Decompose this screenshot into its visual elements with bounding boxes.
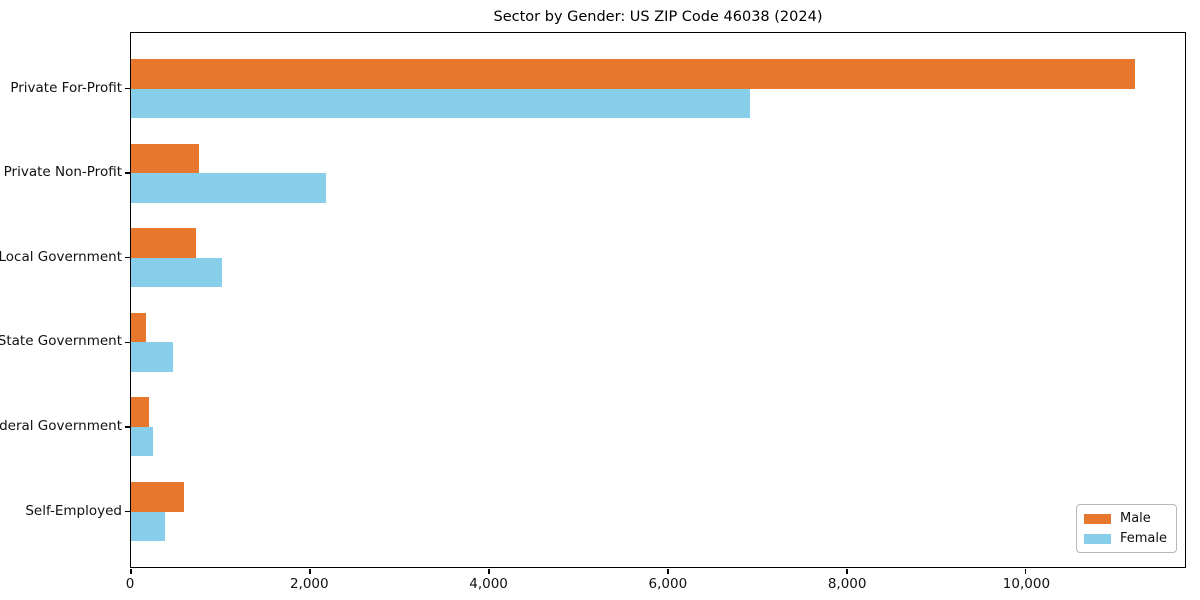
bar-male-state-government [131,312,147,343]
y-tick-private-for-profit [125,87,130,90]
y-axis-label-self-employed: Self-Employed [25,502,122,519]
x-tick-2000 [309,568,311,574]
legend-item-male: Male [1083,511,1167,526]
legend-label-female: Female [1119,531,1167,546]
x-tick-4000 [488,568,490,574]
y-tick-local-government [125,256,130,259]
y-axis-label-state-government: State Government [0,333,122,350]
x-tick-6000 [667,568,669,574]
bar-female-local-government [131,257,223,288]
bar-female-federal-government [131,426,154,457]
x-axis-label-6000: 6,000 [648,576,688,592]
bar-female-self-employed [131,511,165,541]
bar-female-state-government [131,342,174,372]
bar-male-local-government [131,228,197,258]
x-tick-0 [130,568,132,574]
y-tick-private-non-profit [125,172,130,174]
x-axis-label-10000: 10,000 [1002,576,1051,592]
chart-title: Sector by Gender: US ZIP Code 46038 (202… [493,9,823,25]
legend-label-male: Male [1119,511,1151,526]
y-tick-self-employed [125,510,130,513]
y-tick-federal-government [125,426,130,428]
plot-area: Male Female [125,32,1186,574]
x-tick-10000 [1024,568,1027,574]
x-axis-label-0: 0 [125,576,135,592]
legend: Male Female [1075,504,1177,553]
y-tick-state-government [125,341,130,344]
y-axis-label-federal-government: Federal Government [0,417,122,434]
y-axis-label-private-for-profit: Private For-Profit [10,79,122,96]
legend-swatch-female [1083,533,1111,544]
bar-male-private-non-profit [131,143,199,174]
bar-male-private-for-profit [131,59,1135,89]
bar-male-federal-government [131,397,149,427]
bar-female-private-for-profit [131,88,751,118]
x-tick-8000 [846,568,848,574]
x-axis-label-4000: 4,000 [469,576,508,592]
y-axis-label-private-non-profit: Private Non-Profit [3,164,122,181]
x-axis-label-2000: 2,000 [289,576,329,592]
legend-swatch-male [1083,513,1111,524]
y-axis-label-local-government: Local Government [0,248,122,265]
x-axis-label-8000: 8,000 [827,576,867,592]
bar-female-private-non-profit [131,173,327,203]
legend-item-female: Female [1083,531,1167,546]
bar-male-self-employed [131,482,184,512]
